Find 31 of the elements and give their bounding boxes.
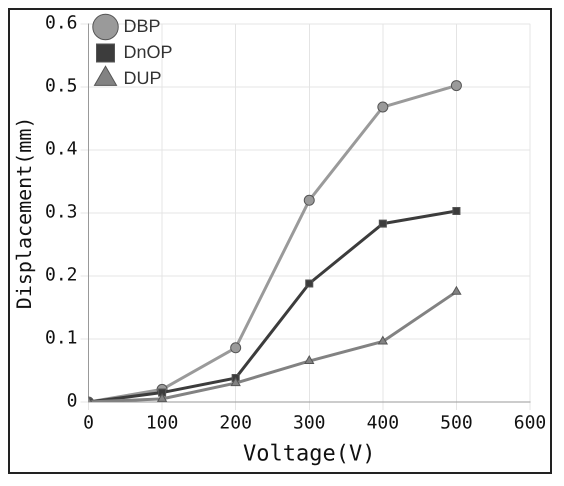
y-tick-label: 0.1 xyxy=(44,328,78,349)
y-tick-label: 0.4 xyxy=(44,138,78,160)
point xyxy=(452,286,462,295)
point xyxy=(378,220,387,228)
point xyxy=(304,194,315,206)
point xyxy=(377,102,388,113)
point xyxy=(230,378,241,386)
point xyxy=(378,336,388,344)
point xyxy=(157,393,167,402)
x-tick-label: 0 xyxy=(83,412,94,434)
y-tick-label: 0.6 xyxy=(44,12,78,34)
x-tick-label: 400 xyxy=(366,412,400,434)
x-tick-label: 100 xyxy=(146,412,178,434)
legend-label: DBP xyxy=(124,16,161,36)
point xyxy=(450,80,462,92)
legend-label: DUP xyxy=(124,68,162,88)
x-axis-title: Voltage(V) xyxy=(243,442,376,467)
x-tick-label: 600 xyxy=(514,412,546,434)
point xyxy=(452,206,460,216)
x-tick-label: 500 xyxy=(440,412,473,434)
legend-label: DnOP xyxy=(124,42,173,62)
y-tick-label: 0.3 xyxy=(44,202,78,223)
x-tick-label: 300 xyxy=(293,412,326,434)
point xyxy=(304,356,314,364)
y-tick-label: 0.2 xyxy=(44,264,78,286)
y-axis-title: Displacement(mm) xyxy=(12,116,36,310)
point xyxy=(230,342,242,354)
y-tick-label: 0 xyxy=(66,390,78,412)
y-tick-label: 0.5 xyxy=(44,76,78,97)
point xyxy=(305,279,314,288)
x-tick-label: 200 xyxy=(219,412,252,434)
